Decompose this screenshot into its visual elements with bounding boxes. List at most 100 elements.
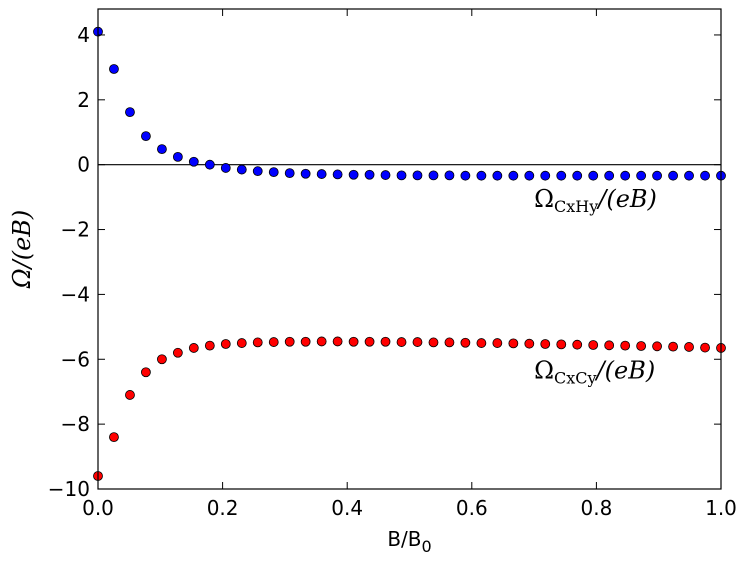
- data-point: [316, 336, 327, 347]
- data-point: [460, 337, 471, 348]
- data-point: [332, 169, 343, 180]
- data-point: [252, 337, 263, 348]
- data-point: [524, 170, 535, 181]
- data-point: [332, 336, 343, 347]
- data-point: [109, 64, 119, 74]
- x-tick-label: 1.0: [705, 496, 737, 520]
- x-axis-ticks: 0.0 0.2 0.4 0.6 0.8 1.0: [82, 9, 737, 520]
- x-tick-label: 0.2: [207, 496, 239, 520]
- data-point: [380, 170, 391, 180]
- data-point: [268, 337, 279, 347]
- data-point: [636, 170, 647, 181]
- data-point: [348, 169, 359, 180]
- y-tick-label: −8: [61, 412, 90, 436]
- data-point: [476, 338, 487, 348]
- data-point: [604, 340, 615, 351]
- data-point: [141, 367, 151, 378]
- data-point: [188, 343, 199, 353]
- series-annotation: ΩCxHy/(eB): [534, 185, 657, 216]
- data-point: [556, 170, 567, 181]
- y-axis-ticks: 4 2 0 −2 −4 −6 −8 −10: [48, 23, 721, 501]
- data-point: [540, 170, 551, 181]
- data-point: [125, 107, 135, 118]
- x-tick-label: 0.4: [331, 496, 363, 520]
- data-point: [524, 338, 535, 349]
- data-point: [172, 151, 183, 162]
- data-point: [668, 341, 678, 352]
- data-point: [492, 170, 503, 181]
- y-tick-label: −2: [61, 218, 90, 242]
- data-point: [284, 168, 295, 179]
- data-point: [157, 354, 167, 365]
- data-point: [412, 170, 423, 181]
- data-point: [652, 341, 662, 352]
- y-tick-label: 2: [77, 88, 90, 112]
- y-axis-label: Ω/(eB): [8, 210, 36, 290]
- data-point: [268, 167, 279, 178]
- annotations: ΩCxHy/(eB) ΩCxCy/(eB): [534, 185, 657, 388]
- series-1: [93, 26, 726, 181]
- y-tick-label: −10: [48, 477, 90, 501]
- data-point: [396, 170, 407, 181]
- data-point: [620, 170, 631, 181]
- data-point: [396, 337, 407, 347]
- series-annotation: ΩCxCy/(eB): [534, 357, 655, 388]
- data-point: [220, 163, 231, 173]
- data-point: [172, 347, 183, 358]
- data-point: [300, 168, 311, 179]
- data-point: [652, 170, 662, 181]
- data-point: [380, 336, 391, 347]
- data-point: [684, 170, 694, 181]
- data-point: [476, 170, 487, 181]
- data-point: [236, 338, 247, 348]
- data-point: [428, 170, 439, 181]
- data-point: [316, 169, 327, 179]
- plot-frame: [97, 8, 722, 490]
- y-tick-label: 0: [77, 153, 90, 177]
- x-tick-label: 0.0: [82, 496, 114, 520]
- data-point: [284, 336, 295, 347]
- data-point: [588, 170, 599, 181]
- data-point: [348, 336, 359, 347]
- data-point: [572, 170, 583, 181]
- data-point: [412, 337, 423, 347]
- data-point: [668, 170, 678, 181]
- data-point: [588, 340, 599, 350]
- data-point: [684, 342, 694, 352]
- data-point: [508, 170, 519, 181]
- data-point: [364, 169, 375, 180]
- data-point: [252, 166, 263, 177]
- y-tick-label: −4: [61, 282, 90, 306]
- data-point: [444, 337, 455, 348]
- data-point: [620, 340, 631, 351]
- data-point: [109, 432, 119, 443]
- data-point: [492, 338, 503, 348]
- x-tick-label: 0.6: [456, 496, 488, 520]
- data-point: [636, 341, 647, 351]
- data-point: [141, 131, 151, 142]
- data-point: [188, 156, 199, 167]
- data-point: [204, 159, 215, 170]
- data-point: [604, 170, 615, 181]
- data-point: [428, 337, 439, 348]
- data-point: [572, 339, 583, 350]
- data-point: [700, 342, 710, 353]
- x-tick-label: 0.8: [580, 496, 612, 520]
- series-2: [93, 336, 726, 481]
- data-point: [460, 170, 471, 181]
- data-point: [540, 339, 551, 349]
- data-point: [125, 390, 135, 400]
- data-point: [157, 144, 167, 155]
- data-point: [300, 336, 311, 347]
- plot-marks: [93, 26, 726, 481]
- data-point: [236, 164, 247, 175]
- y-tick-label: 4: [77, 23, 90, 47]
- data-point: [220, 339, 231, 349]
- y-tick-label: −6: [61, 347, 90, 371]
- data-point: [700, 170, 710, 181]
- data-point: [508, 338, 519, 349]
- data-point: [364, 336, 375, 347]
- x-axis-label-subscript: 0: [422, 537, 432, 556]
- data-point: [204, 340, 215, 351]
